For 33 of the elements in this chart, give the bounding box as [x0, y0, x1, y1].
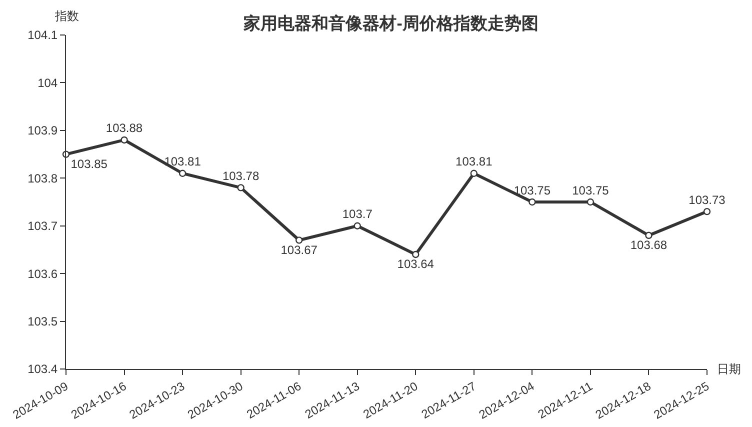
- point: [237, 184, 244, 192]
- y-tick-label: 103.7: [28, 219, 58, 234]
- data-label: 103.64: [397, 257, 434, 272]
- data-label: 103.7: [342, 207, 373, 222]
- point: [586, 198, 594, 206]
- point: [295, 236, 303, 244]
- point: [120, 136, 128, 144]
- point: [470, 170, 478, 177]
- point: [412, 250, 420, 258]
- chart-title: 家用电器和音像器材-周价格指数走势图: [242, 14, 538, 33]
- data-label: 103.73: [688, 192, 726, 207]
- data-label: 103.78: [222, 168, 260, 183]
- data-label: 103.85: [70, 157, 108, 172]
- data-label: 103.67: [280, 242, 318, 257]
- data-label: 103.81: [456, 154, 493, 169]
- data-label: 103.75: [514, 183, 551, 198]
- y-tick-label: 103.5: [28, 314, 58, 328]
- y-tick-label: 103.9: [28, 124, 58, 138]
- y-tick-label: 103.4: [28, 362, 58, 376]
- y-tick-label: 104: [38, 76, 58, 90]
- data-label: 103.88: [106, 121, 143, 136]
- y-tick-label: 104.1: [28, 28, 58, 42]
- point: [528, 198, 536, 206]
- x-axis-title: 日期: [717, 362, 741, 376]
- point: [703, 208, 711, 216]
- point: [645, 232, 652, 239]
- point: [354, 222, 361, 230]
- y-axis-title: 指数: [54, 9, 79, 23]
- data-label: 103.68: [630, 238, 668, 252]
- y-tick-label: 103.6: [28, 266, 58, 281]
- y-tick-label: 103.8: [28, 171, 58, 186]
- point: [178, 170, 186, 177]
- data-label: 103.75: [572, 183, 610, 198]
